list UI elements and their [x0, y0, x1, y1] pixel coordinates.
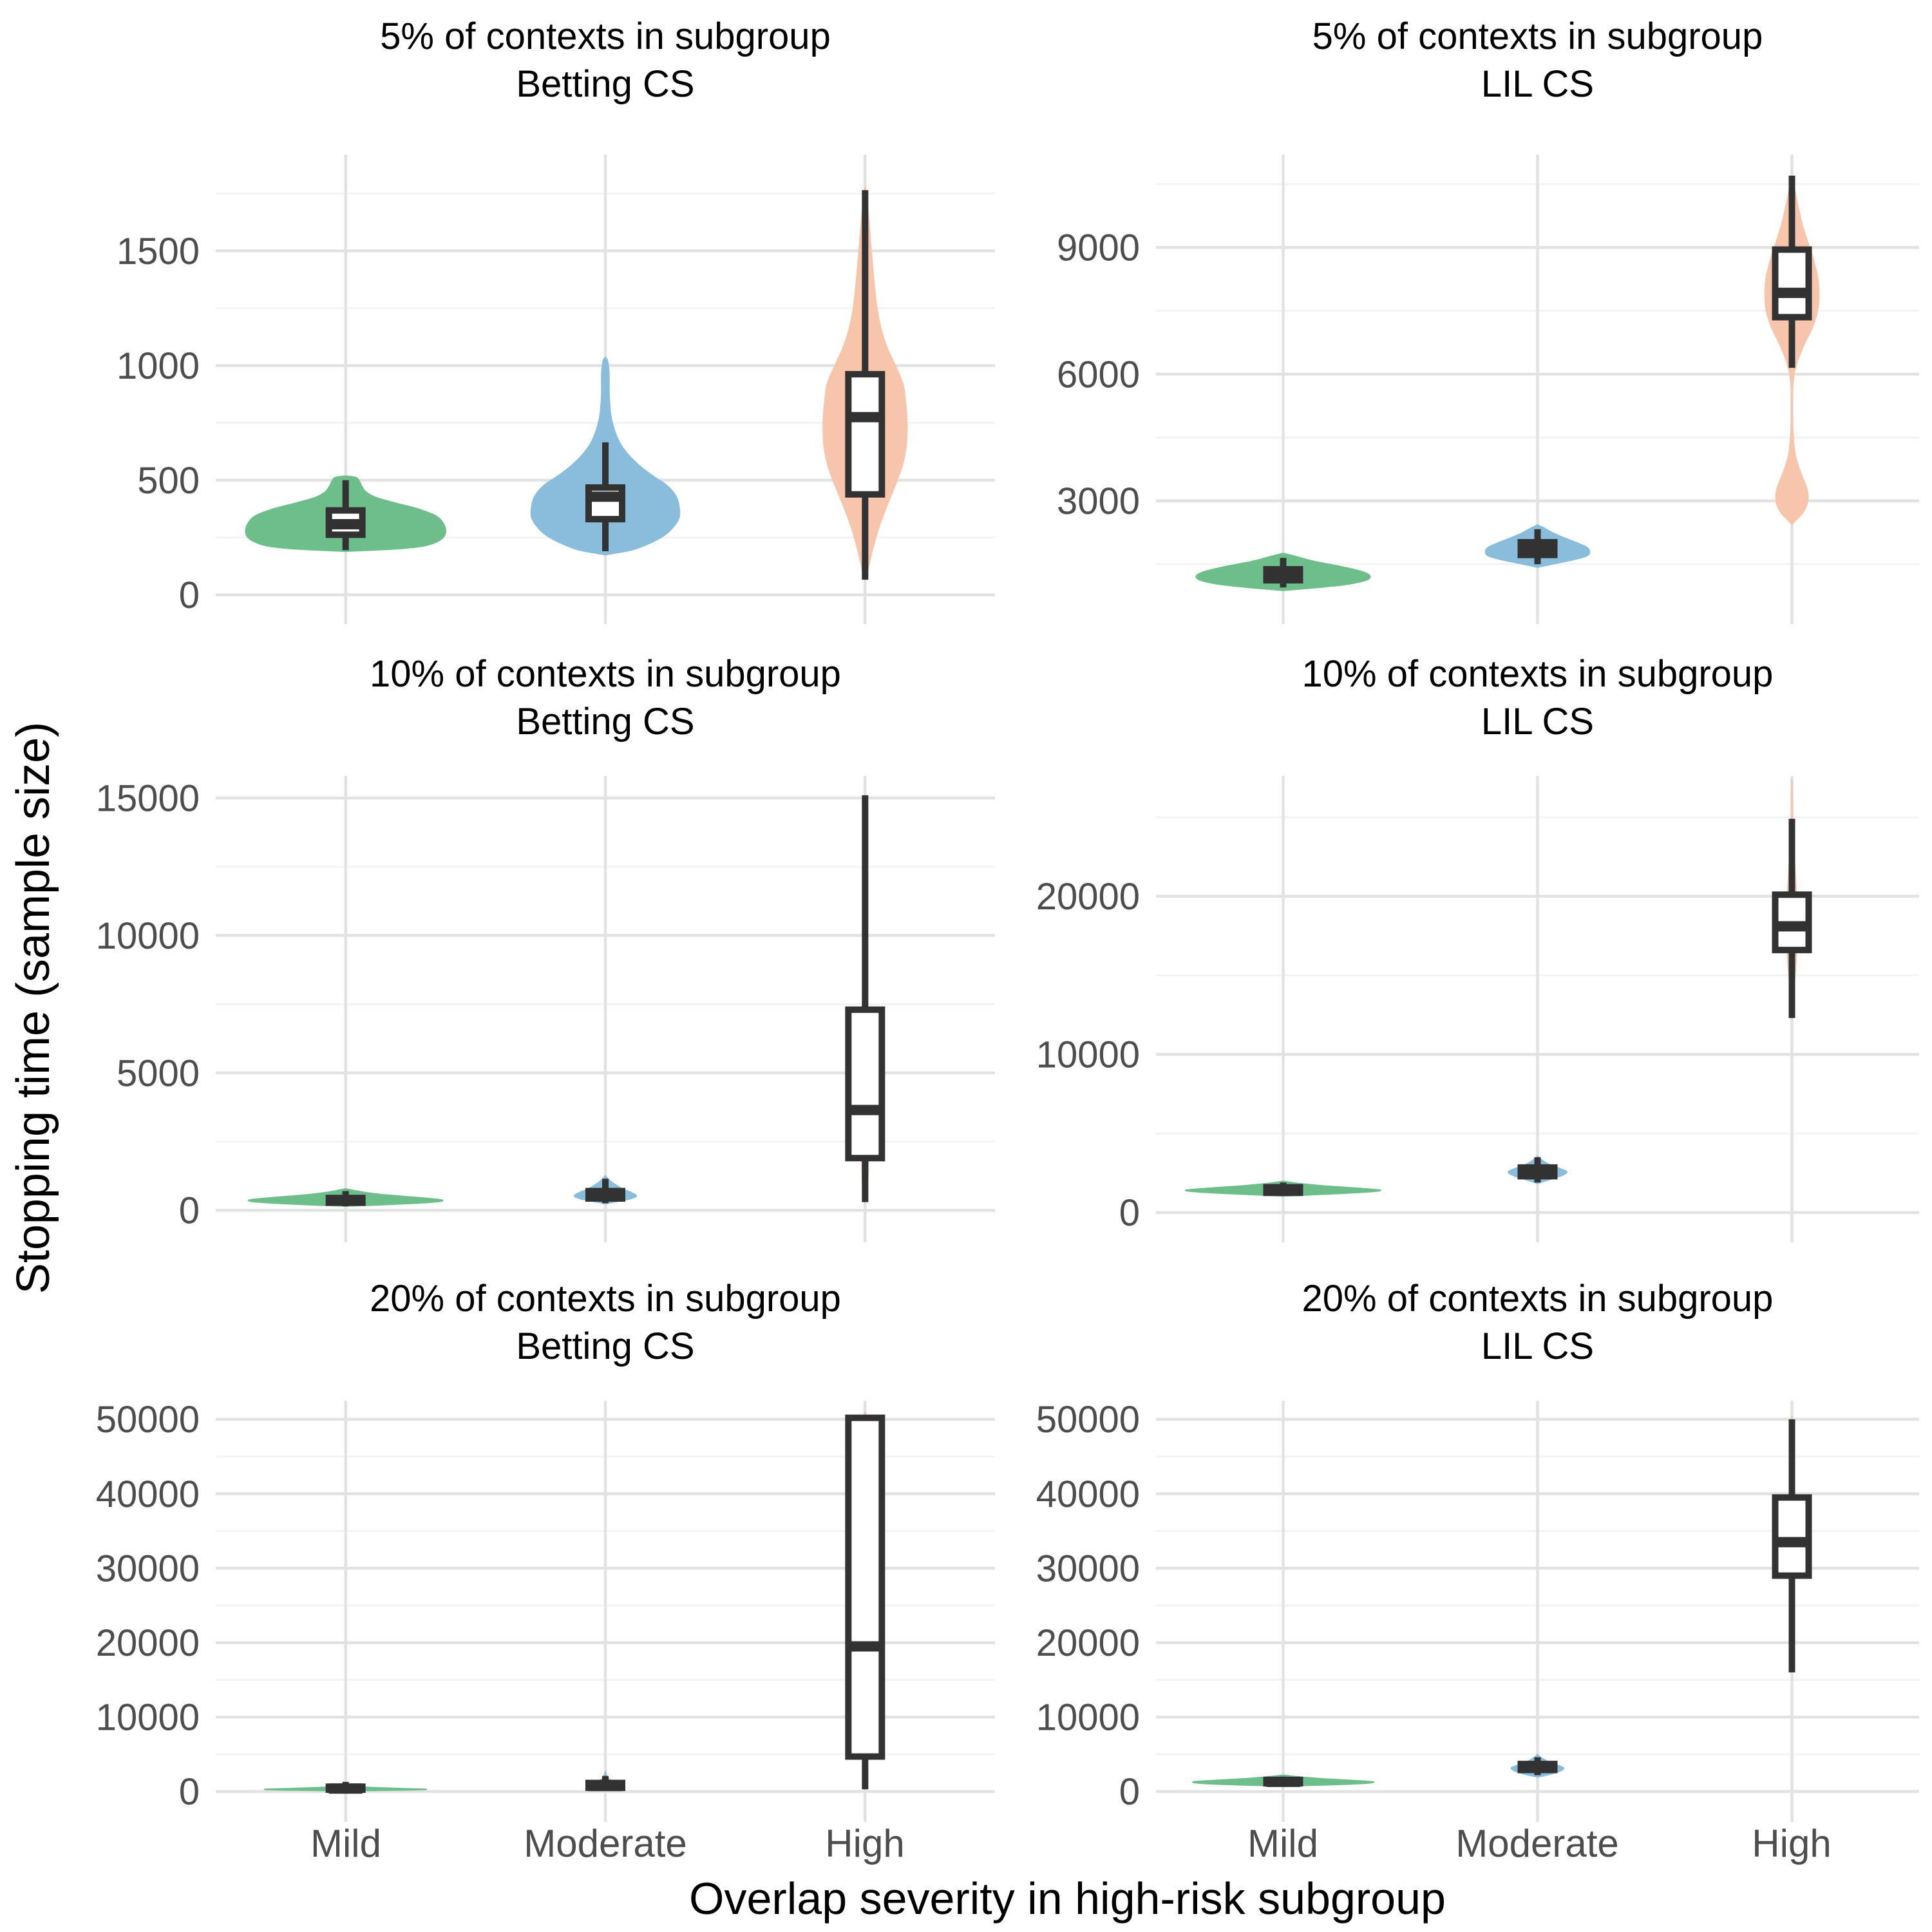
- y-axis-title: Stopping time (sample size): [8, 721, 59, 1294]
- y-tick-label: 5000: [117, 1052, 200, 1094]
- panel-cs-label: LIL CS: [1481, 63, 1595, 105]
- box-high: [1772, 246, 1812, 321]
- y-tick-label: 30000: [1036, 1548, 1140, 1589]
- y-tick-label: 15000: [96, 777, 200, 819]
- y-tick-label: 50000: [1036, 1399, 1140, 1441]
- panel-subtitle: 10% of contexts in subgroup: [370, 653, 841, 695]
- x-tick-label: High: [825, 1822, 905, 1865]
- x-tick-label: Moderate: [524, 1822, 687, 1865]
- x-tick-label: Moderate: [1455, 1822, 1619, 1865]
- panel-cs-label: Betting CS: [516, 1325, 695, 1367]
- panel-title: 20% of contexts in subgroup Betting CS: [216, 1275, 995, 1370]
- y-tick-label: 500: [137, 460, 200, 502]
- panel-title: 10% of contexts in subgroup Betting CS: [216, 650, 995, 746]
- y-tick-label: 3000: [1057, 480, 1140, 522]
- y-tick-label: 10000: [96, 915, 200, 957]
- panel-subtitle: 5% of contexts in subgroup: [380, 15, 831, 57]
- x-tick-label: High: [1752, 1822, 1832, 1865]
- y-tick-label: 10000: [96, 1697, 200, 1739]
- y-tick-label: 0: [1119, 1771, 1140, 1813]
- y-tick-label: 20000: [96, 1622, 200, 1664]
- panel-subtitle: 20% of contexts in subgroup: [1302, 1278, 1774, 1320]
- panel-subtitle: 5% of contexts in subgroup: [1312, 15, 1763, 57]
- panel-cs-label: LIL CS: [1481, 701, 1595, 743]
- y-tick-label: 50000: [96, 1399, 200, 1441]
- panel-p10-betting: 0 5000 10000 15000: [96, 776, 995, 1242]
- y-tick-label: 20000: [1036, 1622, 1140, 1664]
- y-tick-label: 30000: [96, 1548, 200, 1589]
- y-tick-label: 6000: [1057, 354, 1140, 395]
- panel-p20-betting: 0 10000 20000 30000 40000 50000: [96, 1399, 995, 1822]
- panel-cs-label: Betting CS: [516, 701, 695, 743]
- y-tick-label: 20000: [1036, 876, 1140, 918]
- box-high: [845, 1006, 886, 1162]
- box-high: [845, 371, 886, 498]
- y-tick-label: 1500: [117, 231, 200, 272]
- panel-p5-lil: 3000 6000 9000: [1057, 155, 1919, 624]
- box-high: [845, 1414, 886, 1760]
- panel-p10-lil: 0 10000 20000: [1036, 776, 1919, 1242]
- y-tick-label: 0: [1119, 1192, 1140, 1234]
- panel-title: 10% of contexts in subgroup LIL CS: [1156, 650, 1919, 746]
- panel-cs-label: LIL CS: [1481, 1325, 1595, 1367]
- panel-subtitle: 20% of contexts in subgroup: [370, 1278, 841, 1320]
- x-axis-title: Overlap severity in high-risk subgroup: [689, 1873, 1446, 1924]
- y-tick-label: 1000: [117, 345, 200, 387]
- y-tick-label: 0: [179, 574, 200, 616]
- panel-cs-label: Betting CS: [516, 63, 695, 105]
- panel-p5-betting: 0 500 1000 1500: [117, 155, 995, 624]
- y-tick-label: 0: [179, 1771, 200, 1813]
- panel-subtitle: 10% of contexts in subgroup: [1302, 653, 1774, 695]
- x-tick-label: Mild: [1247, 1822, 1318, 1865]
- y-tick-label: 10000: [1036, 1034, 1140, 1076]
- panel-title: 20% of contexts in subgroup LIL CS: [1156, 1275, 1919, 1370]
- y-tick-label: 40000: [96, 1473, 200, 1515]
- panel-title: 5% of contexts in subgroup LIL CS: [1156, 13, 1919, 108]
- y-tick-label: 0: [179, 1190, 200, 1232]
- y-tick-label: 40000: [1036, 1473, 1140, 1515]
- y-tick-label: 9000: [1057, 227, 1140, 269]
- panel-p20-lil: 0 10000 20000 30000 40000 50000: [1036, 1399, 1919, 1822]
- box-high: [1772, 1494, 1812, 1579]
- panel-title: 5% of contexts in subgroup Betting CS: [216, 13, 995, 108]
- x-tick-label: Mild: [310, 1822, 381, 1865]
- y-tick-label: 10000: [1036, 1697, 1140, 1739]
